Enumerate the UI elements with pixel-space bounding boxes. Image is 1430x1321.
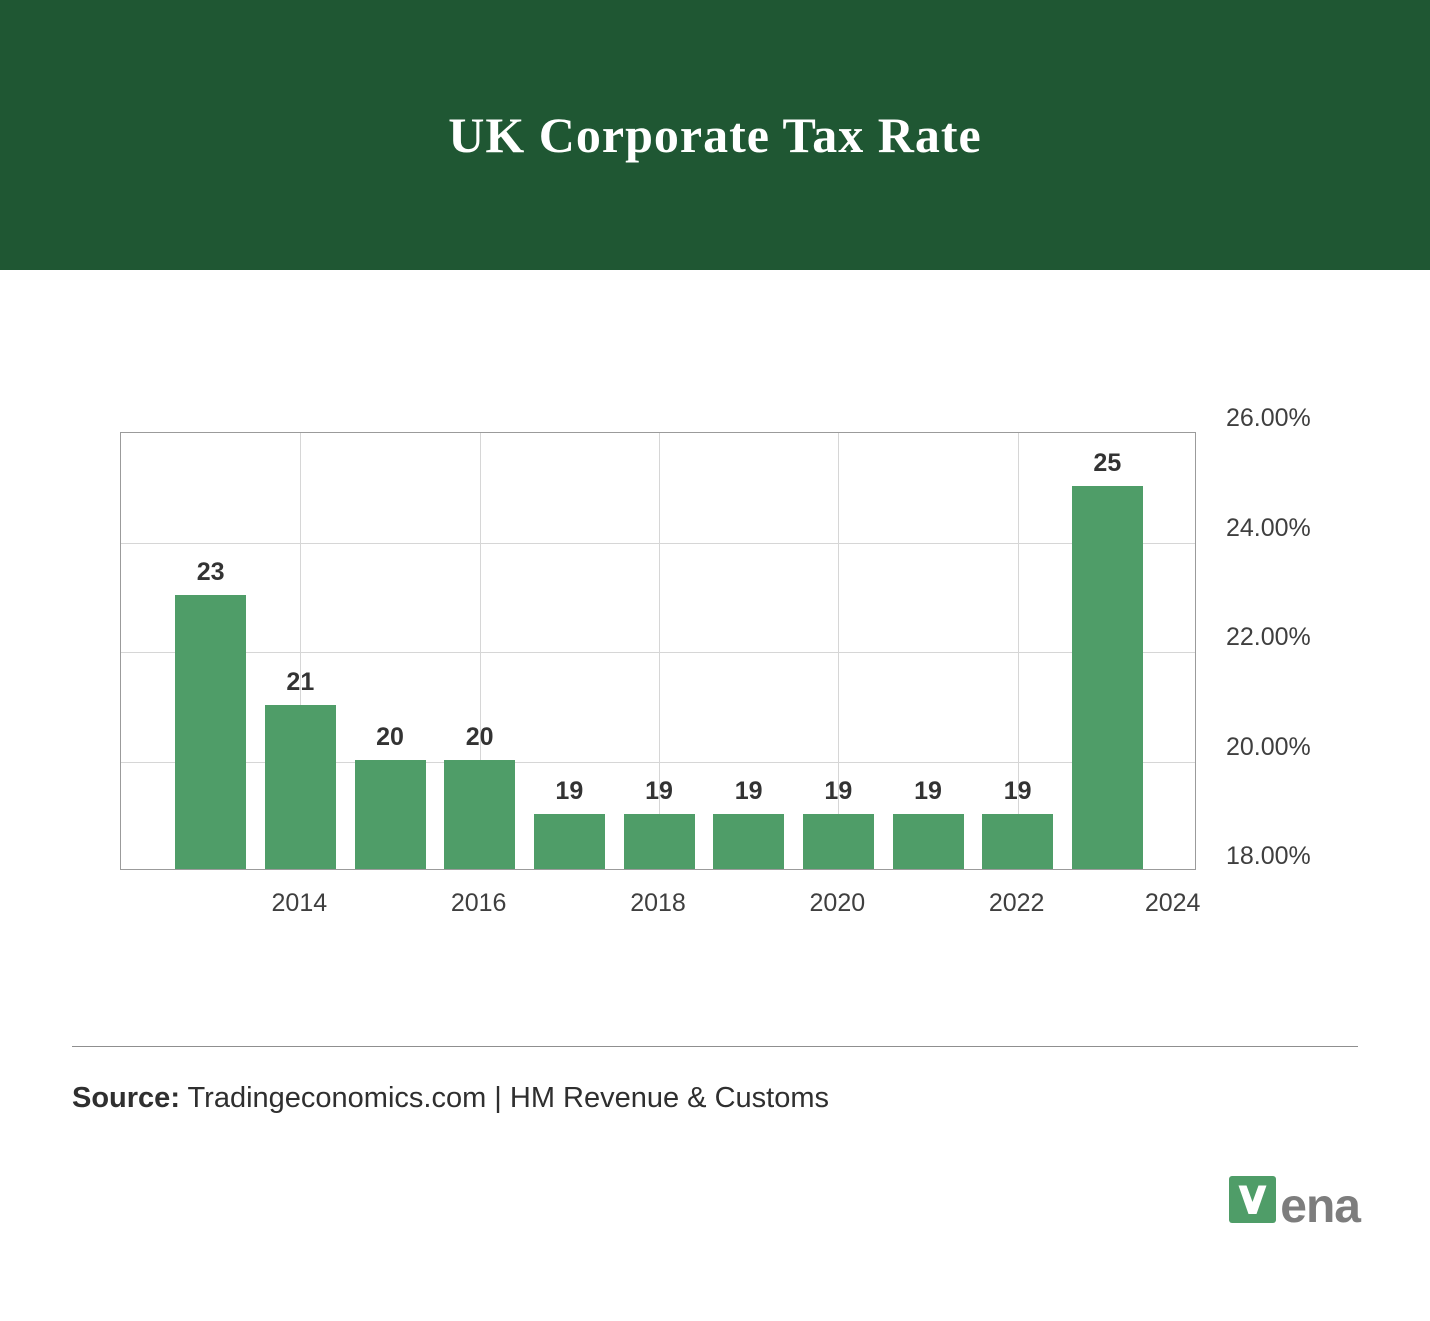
bar-chart: 23 21 20 20 19 19 19 19 19 19 25 26.00% 24.00% 22.00… (0, 404, 1430, 952)
bar-value-label: 19 (555, 777, 584, 806)
bar-value-label: 20 (376, 722, 404, 751)
x-axis-tick-label: 2022 (988, 889, 1045, 917)
bar (623, 814, 695, 869)
source-line: Source: Tradingeconomics.com | HM Revenu… (72, 1081, 829, 1115)
bar (892, 814, 964, 869)
x-axis-tick-label: 2020 (809, 889, 866, 917)
y-axis-tick-label: 18.00% (1226, 842, 1311, 870)
bar (713, 814, 785, 869)
bar-value-label: 19 (1003, 777, 1032, 806)
header-band: UK Corporate Tax Rate (0, 0, 1430, 270)
bar (982, 814, 1054, 869)
vena-logo-text: ena (1280, 1180, 1361, 1233)
y-axis-tick-label: 20.00% (1226, 732, 1311, 761)
vena-logo: ena (1229, 1176, 1361, 1231)
bar (444, 759, 516, 869)
gridline-horizontal (121, 652, 1195, 653)
bar-value-label: 19 (914, 777, 942, 806)
gridline-vertical (838, 433, 840, 869)
y-axis-tick-label: 26.00% (1226, 404, 1311, 432)
bar (1071, 485, 1143, 869)
plot-area: 23 21 20 20 19 19 19 19 19 19 25 (120, 432, 1196, 870)
gridline-vertical (659, 433, 660, 869)
bar-value-label: 19 (824, 777, 853, 806)
gridline-vertical (479, 433, 481, 869)
bar-value-label: 21 (286, 667, 315, 696)
gridline-horizontal (121, 542, 1195, 544)
y-axis-tick-label: 22.00% (1226, 623, 1311, 651)
x-axis-tick-label: 2014 (271, 889, 328, 917)
vena-logo-icon (1229, 1176, 1277, 1223)
gridline-vertical (300, 433, 302, 869)
source-label: Source: (72, 1082, 180, 1114)
bar (264, 704, 336, 869)
bar (354, 759, 426, 869)
bar (802, 814, 874, 869)
y-axis-tick-label: 24.00% (1226, 513, 1311, 542)
bar-value-label: 23 (196, 558, 225, 587)
x-axis-tick-label: 2018 (630, 889, 686, 917)
gridline-horizontal (121, 761, 1195, 763)
bar (533, 814, 605, 869)
gridline-vertical (1017, 433, 1019, 869)
bar-value-label: 20 (465, 722, 494, 751)
bar-value-label: 19 (645, 777, 673, 806)
chart-title: UK Corporate Tax Rate (448, 107, 982, 163)
bar (175, 595, 247, 869)
bar-value-label: 25 (1093, 448, 1122, 477)
x-axis-tick-label: 2024 (1144, 889, 1201, 917)
x-axis-tick-label: 2016 (450, 889, 507, 917)
divider-line (72, 1046, 1358, 1047)
source-text: Tradingeconomics.com | HM Revenue & Cust… (179, 1082, 829, 1114)
bar-value-label: 19 (734, 777, 763, 806)
